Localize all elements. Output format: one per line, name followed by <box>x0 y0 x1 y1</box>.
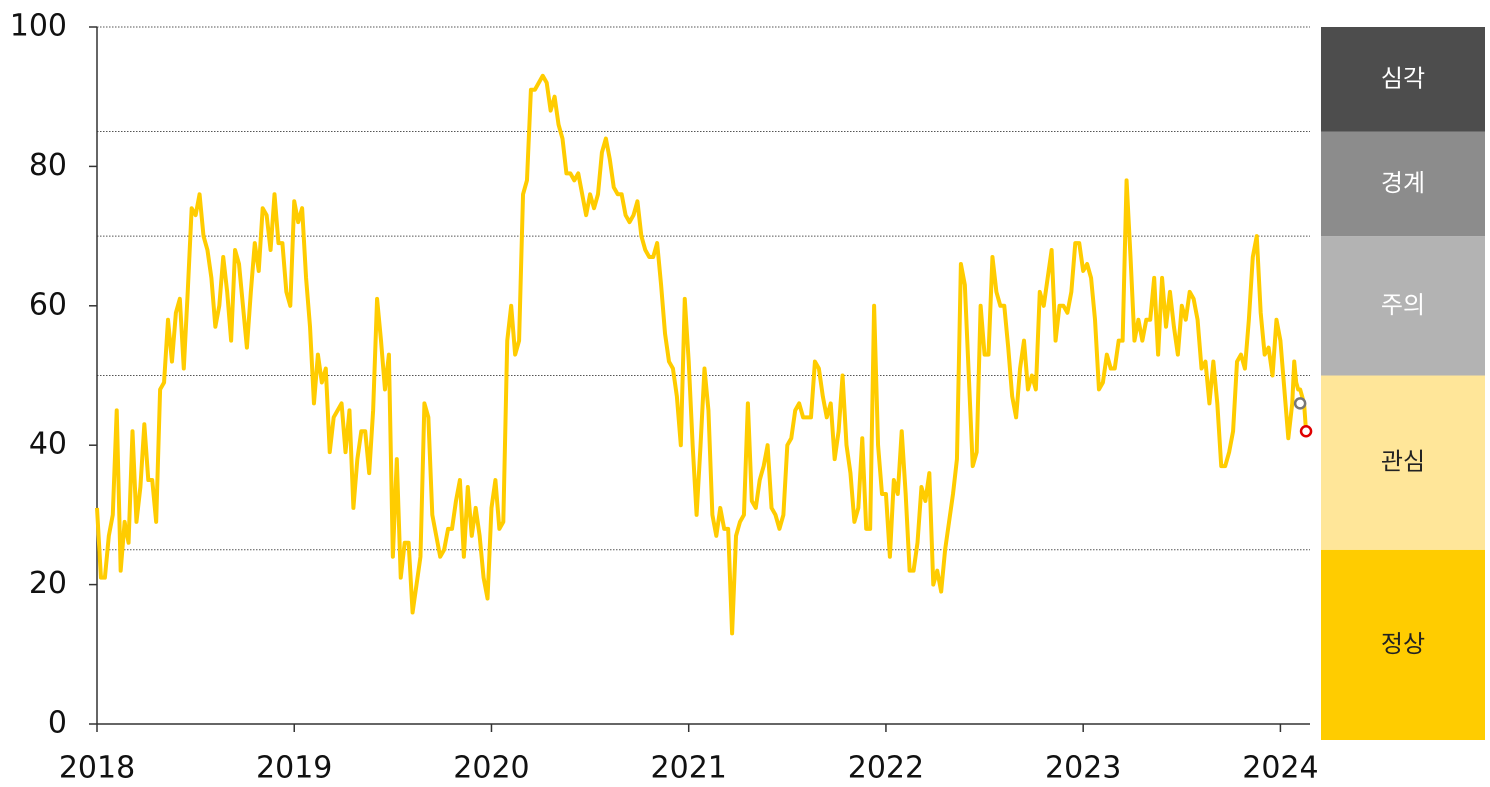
band <box>1321 549 1485 740</box>
x-tick-label: 2021 <box>651 751 727 786</box>
line <box>95 73 1309 636</box>
band-label: 경계 <box>1381 169 1425 197</box>
band-label: 관심 <box>1381 448 1425 476</box>
y-tick-label: 60 <box>29 287 67 322</box>
x-tick-label: 2019 <box>256 751 332 786</box>
x-tick-label: 2022 <box>848 751 924 786</box>
band <box>1321 375 1485 550</box>
y-tick-label: 100 <box>10 9 67 44</box>
end-marker <box>1299 425 1313 438</box>
y-tick-label: 0 <box>48 706 67 741</box>
x-tick-label: 2023 <box>1045 751 1121 786</box>
y-tick-label: 40 <box>29 427 67 462</box>
band-label: 정상 <box>1381 630 1425 658</box>
band <box>1321 131 1485 237</box>
band <box>1321 27 1485 132</box>
band-label: 심각 <box>1381 64 1425 92</box>
y-tick-label: 80 <box>29 148 67 183</box>
end-marker <box>1293 397 1307 410</box>
band <box>1321 236 1485 376</box>
x-tick-label: 2024 <box>1242 751 1318 786</box>
band-label: 주의 <box>1381 291 1425 319</box>
x-tick-label: 2018 <box>59 751 135 786</box>
x-tick-label: 2020 <box>453 751 529 786</box>
y-tick-label: 20 <box>29 566 67 601</box>
